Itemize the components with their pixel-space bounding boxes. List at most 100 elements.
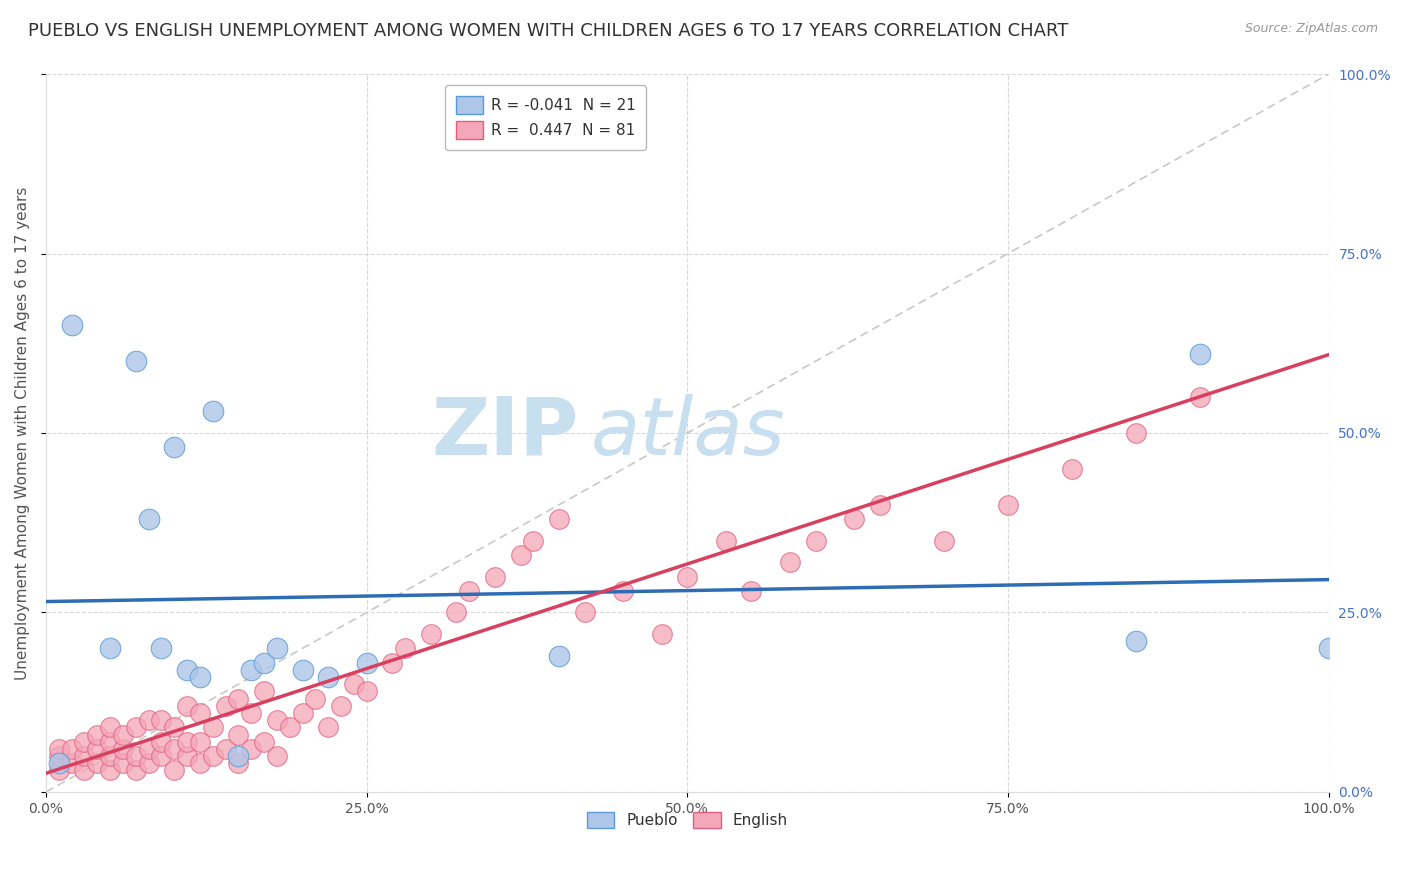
Point xyxy=(111,727,134,741)
Point xyxy=(188,735,211,749)
Point xyxy=(1317,641,1340,656)
Point xyxy=(98,720,121,734)
Point xyxy=(253,735,276,749)
Point xyxy=(228,749,250,764)
Point xyxy=(176,749,198,764)
Point xyxy=(60,742,83,756)
Point xyxy=(125,749,148,764)
Point xyxy=(228,756,250,771)
Point xyxy=(98,749,121,764)
Point xyxy=(394,641,416,656)
Point xyxy=(356,684,378,698)
Point xyxy=(676,569,699,583)
Point xyxy=(138,512,160,526)
Point xyxy=(316,720,339,734)
Point xyxy=(869,498,891,512)
Point xyxy=(150,641,173,656)
Point xyxy=(612,583,634,598)
Point xyxy=(163,441,186,455)
Point xyxy=(214,742,236,756)
Point xyxy=(278,720,301,734)
Point xyxy=(176,735,198,749)
Point xyxy=(188,756,211,771)
Point xyxy=(574,606,596,620)
Point xyxy=(150,735,173,749)
Point xyxy=(86,727,108,741)
Point xyxy=(842,512,865,526)
Point xyxy=(266,641,288,656)
Point xyxy=(48,764,70,778)
Point xyxy=(150,749,173,764)
Text: atlas: atlas xyxy=(591,394,786,472)
Point xyxy=(1062,462,1084,476)
Point xyxy=(484,569,506,583)
Point xyxy=(316,670,339,684)
Point xyxy=(48,756,70,771)
Point xyxy=(98,764,121,778)
Point xyxy=(651,627,673,641)
Point xyxy=(138,742,160,756)
Point xyxy=(1125,425,1147,440)
Point xyxy=(804,533,827,548)
Point xyxy=(188,670,211,684)
Point xyxy=(86,756,108,771)
Point xyxy=(228,727,250,741)
Point xyxy=(548,648,571,663)
Point xyxy=(60,756,83,771)
Point xyxy=(86,742,108,756)
Point xyxy=(522,533,544,548)
Point xyxy=(330,698,353,713)
Point xyxy=(111,756,134,771)
Point xyxy=(240,663,263,677)
Point xyxy=(125,764,148,778)
Point xyxy=(779,555,801,569)
Point xyxy=(446,606,468,620)
Point xyxy=(266,749,288,764)
Point xyxy=(458,583,481,598)
Point xyxy=(73,749,96,764)
Point xyxy=(548,512,571,526)
Point xyxy=(98,641,121,656)
Point xyxy=(509,548,531,562)
Point xyxy=(201,720,224,734)
Point xyxy=(304,691,326,706)
Point xyxy=(343,677,366,691)
Point xyxy=(266,713,288,727)
Point xyxy=(253,656,276,670)
Point xyxy=(1189,347,1212,361)
Point xyxy=(163,742,186,756)
Point xyxy=(176,698,198,713)
Point xyxy=(111,742,134,756)
Point xyxy=(381,656,404,670)
Point xyxy=(291,706,314,720)
Point xyxy=(125,354,148,368)
Point xyxy=(125,720,148,734)
Point xyxy=(201,749,224,764)
Point xyxy=(214,698,236,713)
Point xyxy=(48,742,70,756)
Point xyxy=(73,764,96,778)
Point xyxy=(240,706,263,720)
Point xyxy=(714,533,737,548)
Point xyxy=(150,713,173,727)
Point xyxy=(60,318,83,333)
Point xyxy=(253,684,276,698)
Text: PUEBLO VS ENGLISH UNEMPLOYMENT AMONG WOMEN WITH CHILDREN AGES 6 TO 17 YEARS CORR: PUEBLO VS ENGLISH UNEMPLOYMENT AMONG WOM… xyxy=(28,22,1069,40)
Point xyxy=(228,691,250,706)
Point xyxy=(740,583,762,598)
Point xyxy=(484,88,506,103)
Point xyxy=(163,720,186,734)
Text: Source: ZipAtlas.com: Source: ZipAtlas.com xyxy=(1244,22,1378,36)
Point xyxy=(73,735,96,749)
Point xyxy=(240,742,263,756)
Point xyxy=(98,735,121,749)
Point xyxy=(1189,390,1212,404)
Point xyxy=(163,764,186,778)
Legend: Pueblo, English: Pueblo, English xyxy=(581,806,794,835)
Point xyxy=(176,663,198,677)
Point xyxy=(419,627,441,641)
Point xyxy=(138,713,160,727)
Point xyxy=(291,663,314,677)
Point xyxy=(932,533,955,548)
Point xyxy=(48,749,70,764)
